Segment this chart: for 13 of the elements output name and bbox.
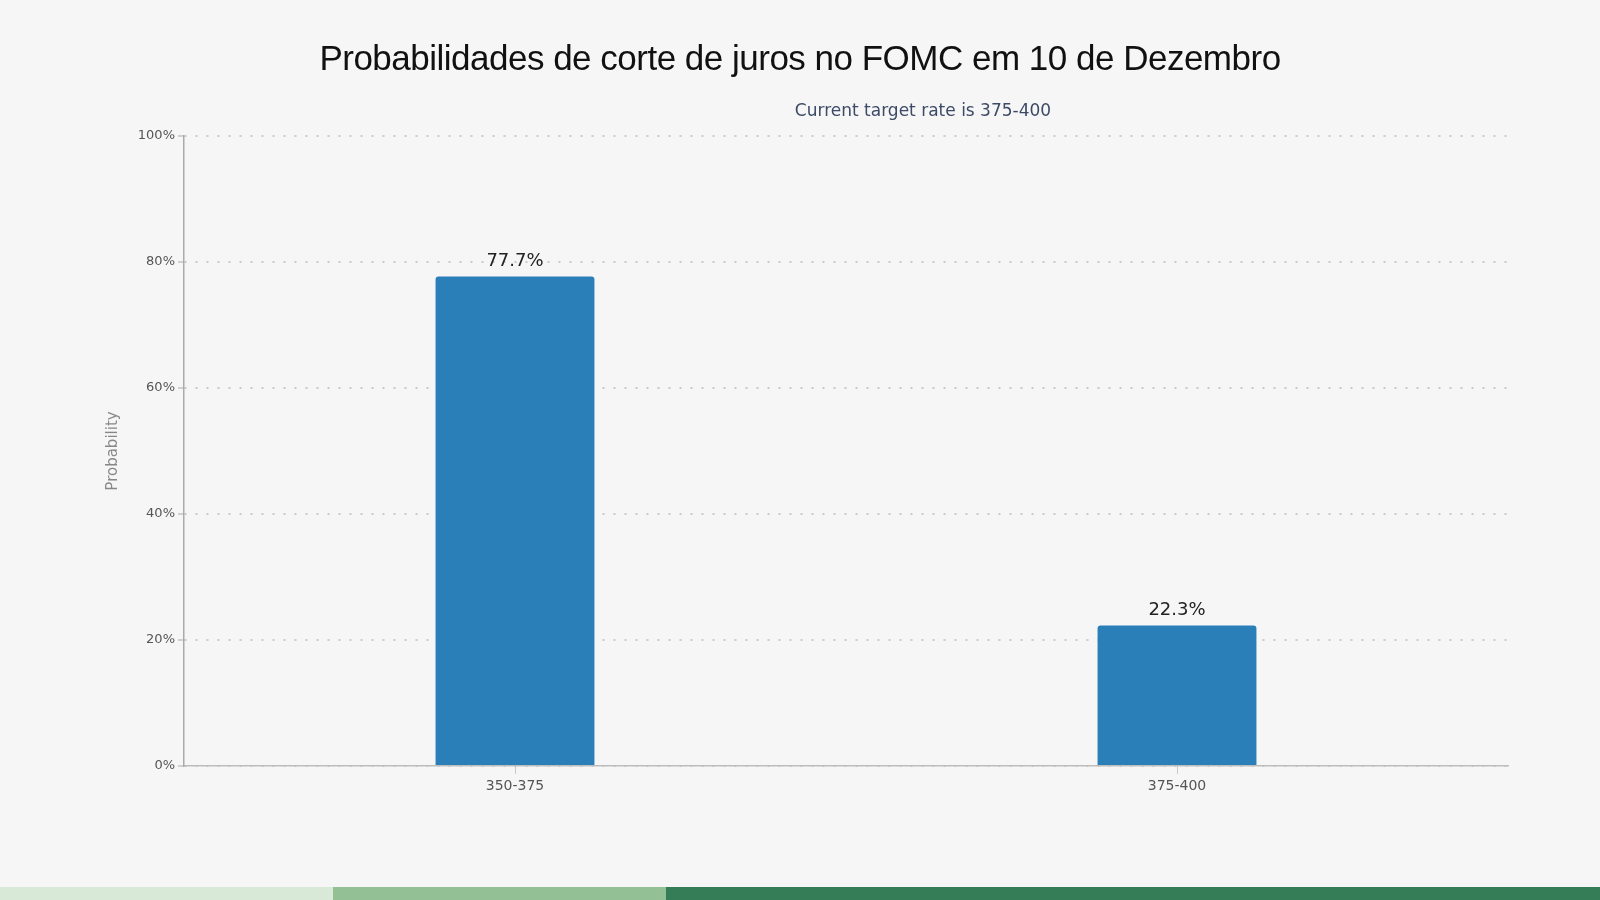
y-tick-label: 40%: [146, 505, 175, 521]
x-tick-label: 350-375: [485, 777, 545, 794]
chart-title: Probabilidades de corte de juros no FOMC em 10 de Dezembro: [318, 38, 1282, 78]
chart-subtitle: Current target rate is 375-400: [793, 100, 1053, 120]
y-axis-title: Probability: [102, 411, 121, 491]
y-tick-label: 0%: [154, 757, 175, 773]
x-tick-label: 375-400: [1147, 777, 1207, 794]
y-tick-label: 100%: [137, 127, 175, 143]
y-tick-label: 60%: [146, 379, 175, 395]
y-tick-label: 20%: [146, 631, 175, 647]
data-label: 77.7%: [486, 249, 544, 271]
y-tick-label: 80%: [146, 253, 175, 269]
data-label: 22.3%: [1148, 598, 1206, 620]
